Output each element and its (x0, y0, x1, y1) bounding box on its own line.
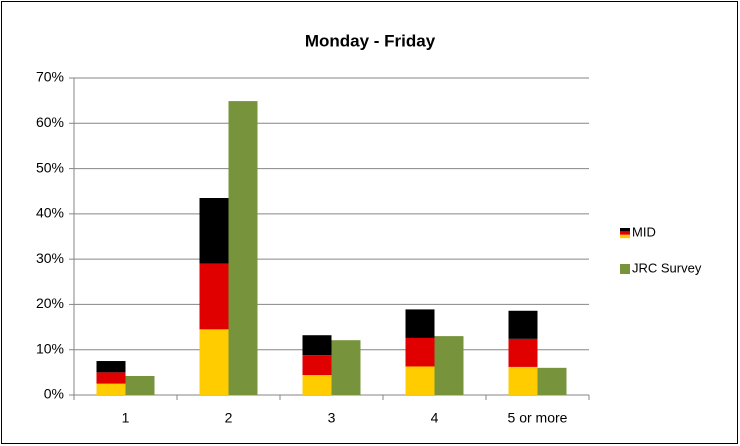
bar-segment (302, 335, 332, 356)
y-tick-label: 0% (44, 386, 64, 402)
x-tick-label: 5 or more (508, 410, 568, 426)
bar (434, 336, 464, 395)
bar (125, 375, 155, 395)
x-tick-label: 2 (225, 410, 233, 426)
bar-segment (508, 310, 538, 339)
bar-segment (199, 263, 229, 330)
legend-swatch (620, 264, 630, 274)
bar-segment (96, 383, 126, 395)
bar-segment (96, 372, 126, 384)
y-tick-label: 10% (36, 340, 64, 356)
bar (331, 340, 361, 395)
bar-segment (405, 337, 435, 367)
bar (228, 101, 258, 396)
bar-segment (405, 366, 435, 395)
bar-segment (96, 361, 126, 373)
y-tick-label: 60% (36, 114, 64, 130)
legend-swatch (620, 234, 630, 239)
legend-label: MID (632, 224, 656, 239)
legend-swatch (620, 228, 630, 232)
bar-segment (302, 375, 332, 395)
y-tick-label: 30% (36, 250, 64, 266)
x-tick-label: 1 (122, 410, 130, 426)
y-tick-label: 20% (36, 295, 64, 311)
x-tick-label: 3 (328, 410, 336, 426)
bar-segment (302, 355, 332, 376)
y-tick-label: 70% (36, 69, 64, 85)
legend-swatch (620, 231, 630, 235)
bar-segment (508, 366, 538, 395)
bar-segment (405, 309, 435, 338)
y-tick-label: 40% (36, 205, 64, 221)
chart-title: Monday - Friday (305, 31, 436, 50)
y-tick-label: 50% (36, 159, 64, 175)
bar-segment (199, 198, 229, 264)
x-tick-label: 4 (431, 410, 439, 426)
bar-segment (508, 338, 538, 367)
legend-label: JRC Survey (632, 260, 702, 275)
bar (537, 367, 567, 395)
bar-segment (199, 329, 229, 395)
